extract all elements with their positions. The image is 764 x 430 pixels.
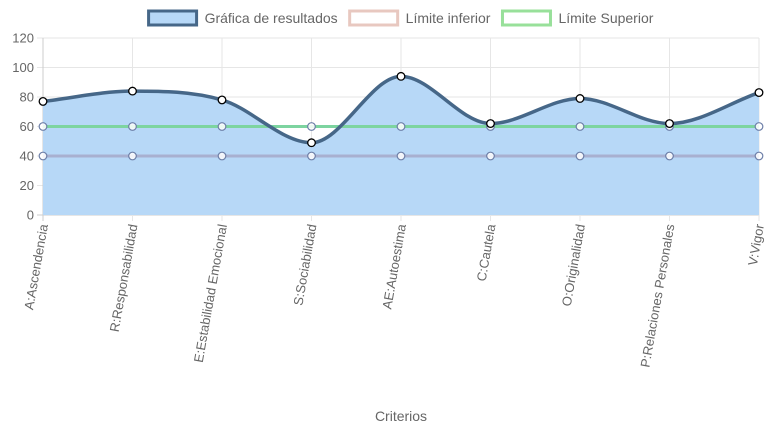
y-tick-label: 0 — [27, 208, 34, 223]
data-point-limite-inferior[interactable] — [665, 151, 674, 161]
data-point-grafica-de-resultados[interactable] — [754, 88, 764, 98]
data-point-limite-superior[interactable] — [575, 122, 585, 131]
x-tick-label: O:Originalidad — [559, 223, 588, 307]
legend-swatch — [147, 9, 199, 27]
data-point-grafica-de-resultados[interactable] — [38, 96, 48, 106]
data-point-grafica-de-resultados[interactable] — [217, 95, 227, 105]
x-tick-label: A:Ascendencia — [21, 222, 51, 311]
data-point-limite-superior[interactable] — [128, 122, 137, 131]
data-point-grafica-de-resultados[interactable] — [128, 86, 137, 96]
y-tick-label: 80 — [20, 90, 34, 105]
data-point-grafica-de-resultados[interactable] — [486, 119, 495, 128]
legend-item-limite-inferior[interactable]: Límite inferior — [348, 9, 491, 27]
legend-item-grafica-de-resultados[interactable]: Gráfica de resultados — [147, 9, 338, 27]
data-point-grafica-de-resultados[interactable] — [665, 119, 674, 128]
data-point-limite-inferior[interactable] — [128, 151, 137, 161]
legend: Gráfica de resultados Límite inferior Lími… — [147, 9, 654, 27]
data-point-limite-inferior[interactable] — [38, 151, 48, 161]
y-tick-label: 120 — [12, 31, 34, 46]
legend-swatch — [348, 9, 400, 27]
data-point-limite-inferior[interactable] — [217, 151, 227, 161]
data-point-limite-superior[interactable] — [307, 122, 316, 131]
data-point-grafica-de-resultados[interactable] — [575, 94, 585, 103]
x-tick-label: E:Estabilidad Emocional — [191, 223, 230, 364]
series-layer — [38, 71, 764, 215]
y-tick-label: 60 — [20, 119, 34, 134]
legend-label: Límite inferior — [406, 10, 491, 26]
data-point-limite-inferior[interactable] — [575, 151, 585, 161]
data-point-limite-inferior[interactable] — [754, 151, 764, 161]
data-point-limite-superior[interactable] — [396, 122, 406, 131]
y-tick-label: 40 — [20, 149, 34, 164]
y-axis: 0 20 40 60 80 100 120 — [12, 31, 34, 223]
y-tick-label: 20 — [20, 178, 34, 193]
x-axis-title: Criterios — [375, 408, 427, 424]
legend-swatch — [500, 9, 552, 27]
data-point-limite-superior[interactable] — [754, 122, 764, 131]
x-tick-label: R:Responsabilidad — [107, 223, 141, 333]
x-tick-label: AE:Autoestima — [379, 222, 409, 310]
legend-item-limite-superior[interactable]: Límite Superior — [500, 9, 654, 27]
x-tick-label: C:Cautela — [474, 222, 499, 282]
data-point-limite-inferior[interactable] — [307, 151, 316, 161]
data-point-limite-inferior[interactable] — [396, 151, 406, 161]
legend-label: Gráfica de resultados — [205, 10, 338, 26]
x-tick-label: V:Vigor — [745, 222, 764, 267]
data-point-limite-superior[interactable] — [217, 122, 227, 131]
data-point-limite-inferior[interactable] — [486, 151, 495, 161]
data-point-limite-superior[interactable] — [38, 122, 48, 131]
data-point-grafica-de-resultados[interactable] — [307, 138, 316, 148]
series-area-grafica-de-resultados — [43, 76, 759, 215]
legend-label: Límite Superior — [558, 10, 653, 26]
x-tick-label: S:Sociabilidad — [290, 223, 319, 307]
y-tick-label: 100 — [12, 60, 34, 75]
x-tick-label: P:Relaciones Personales — [637, 222, 677, 368]
data-point-grafica-de-resultados[interactable] — [396, 71, 406, 81]
x-axis: A:Ascendencia R:Responsabilidad E:Estabili… — [21, 222, 764, 368]
